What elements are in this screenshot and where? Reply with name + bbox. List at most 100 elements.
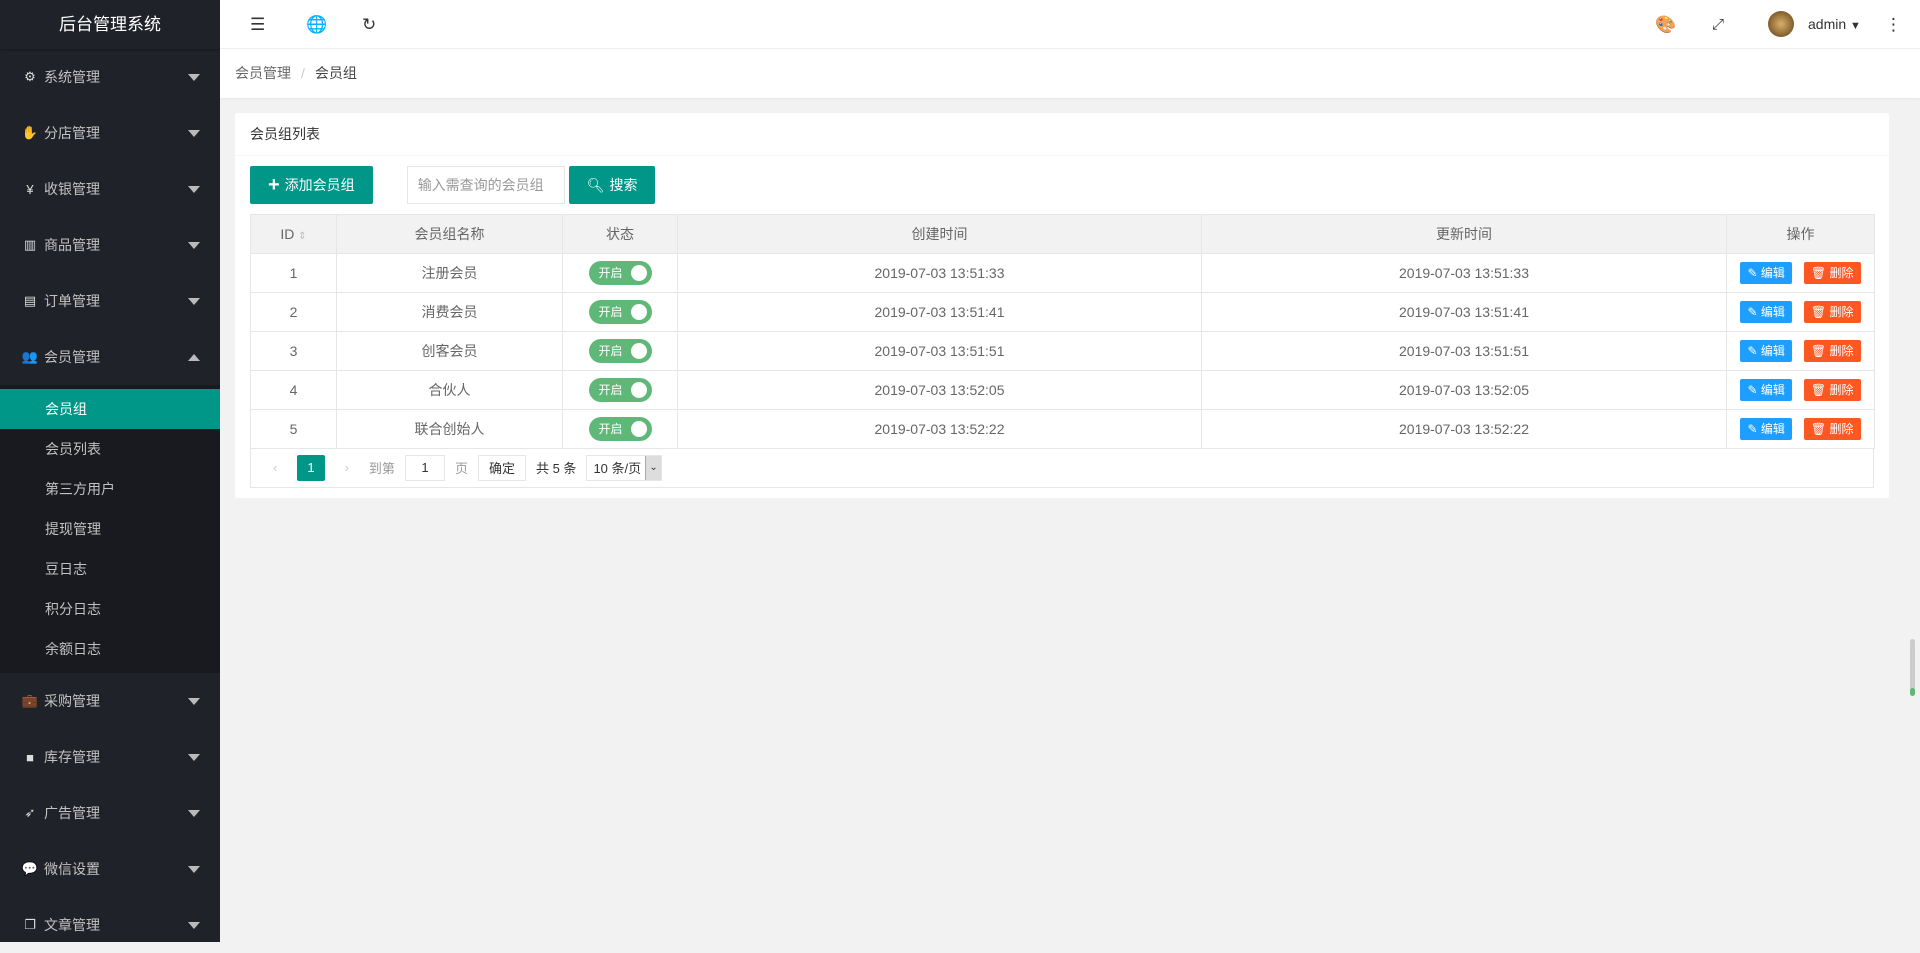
cell-created: 2019-07-03 13:51:33: [677, 253, 1202, 293]
more-icon[interactable]: ⋮: [1885, 15, 1902, 34]
edit-button[interactable]: ✎ 编辑: [1740, 418, 1792, 440]
caret-down-icon: [188, 241, 200, 249]
delete-button[interactable]: 🗑︎ 删除: [1803, 340, 1861, 362]
cell-name: 联合创始人: [336, 409, 563, 449]
goto-label: 到第: [368, 461, 395, 476]
submenu-item-4[interactable]: 豆日志: [45, 561, 87, 577]
sidebar-item-3[interactable]: 💬 微信设置: [0, 841, 220, 897]
pencil-icon: ✎: [1747, 383, 1758, 397]
sort-icon[interactable]: ⇕: [298, 231, 307, 242]
submenu-item-6[interactable]: 余额日志: [45, 641, 101, 657]
submenu-item-3[interactable]: 提现管理: [45, 521, 101, 537]
column-header-name: 会员组名称: [336, 214, 563, 254]
sidebar-item-5[interactable]: 👥 会员管理: [0, 329, 220, 385]
delete-button[interactable]: 🗑︎ 删除: [1803, 379, 1861, 401]
sidebar-item-1[interactable]: ✋ 分店管理: [0, 105, 220, 161]
next-page-icon[interactable]: ›: [344, 459, 349, 475]
copy-icon: ❐: [24, 917, 36, 932]
search-button[interactable]: 🔍︎ 搜索: [568, 166, 656, 204]
collapse-menu-icon[interactable]: ☰: [250, 15, 266, 34]
page-unit: 页: [454, 461, 468, 476]
edit-button[interactable]: ✎ 编辑: [1740, 379, 1792, 401]
yen-icon: ¥: [26, 181, 34, 197]
user-menu[interactable]: admin ▼: [1808, 0, 1861, 49]
cell-name: 合伙人: [336, 370, 563, 410]
bar-chart-icon: ▥: [23, 237, 37, 252]
caret-down-icon: [188, 697, 200, 705]
sidebar-item-2[interactable]: ➶ 广告管理: [0, 785, 220, 841]
table-row: 3 创客会员 开启 2019-07-03 13:51:51 2019-07-03…: [250, 331, 1875, 371]
cell-id: 3: [250, 331, 337, 371]
scrollbar[interactable]: [1910, 639, 1915, 696]
edit-button[interactable]: ✎ 编辑: [1740, 301, 1792, 323]
card-title: 会员组列表: [235, 113, 1889, 156]
globe-icon[interactable]: 🌐: [306, 15, 328, 34]
breadcrumb-current: 会员组: [314, 65, 357, 81]
member-group-table: ID ⇕ 会员组名称 状态 创建时间 更新时间 操作 1 注册会员 开启 201…: [250, 214, 1875, 449]
avatar[interactable]: [1768, 11, 1794, 37]
sidebar-item-4[interactable]: ▤ 订单管理: [0, 273, 220, 329]
cell-created: 2019-07-03 13:52:22: [677, 409, 1202, 449]
sidebar-item-0[interactable]: 💼 采购管理: [0, 673, 220, 729]
users-icon: 👥: [21, 349, 39, 364]
sidebar-item-4[interactable]: ❐ 文章管理: [0, 897, 220, 953]
status-toggle[interactable]: 开启: [588, 300, 652, 324]
prev-page-icon[interactable]: ‹: [273, 459, 278, 475]
cell-id: 2: [250, 292, 337, 332]
delete-button[interactable]: 🗑︎ 删除: [1803, 262, 1861, 284]
goto-page-input[interactable]: [404, 454, 445, 481]
status-toggle[interactable]: 开启: [588, 417, 652, 441]
submenu-item-2[interactable]: 第三方用户: [45, 481, 115, 497]
delete-button[interactable]: 🗑︎ 删除: [1803, 301, 1861, 323]
breadcrumb-parent[interactable]: 会员管理: [235, 65, 291, 81]
goto-confirm-button[interactable]: 确定: [477, 454, 526, 481]
breadcrumb: 会员管理 / 会员组: [220, 49, 1920, 98]
sidebar-item-2[interactable]: ¥ 收银管理: [0, 161, 220, 217]
pencil-icon: ✎: [1747, 266, 1758, 280]
submenu-item-0[interactable]: 会员组: [0, 389, 220, 429]
fullscreen-icon[interactable]: ⤢: [1712, 16, 1725, 33]
submenu-item-5[interactable]: 积分日志: [45, 601, 101, 617]
delete-button[interactable]: 🗑︎ 删除: [1803, 418, 1861, 440]
caret-down-icon: [188, 809, 200, 817]
member-group-card: 会员组列表 +添加会员组 🔍︎搜索 ID ⇕ 会员组名称 状态 创建时间 更新时…: [235, 113, 1889, 498]
trash-icon: 🗑︎: [1810, 305, 1827, 319]
palette-icon[interactable]: 🎨: [1655, 15, 1677, 34]
column-header-status: 状态: [562, 214, 678, 254]
add-member-group-button[interactable]: + 添加会员组: [250, 166, 373, 204]
top-header: ☰ 🌐 ↻ 🎨 ⤢ admin ▼ ⋮: [220, 0, 1920, 49]
total-count: 共 5 条: [535, 461, 577, 476]
caret-down-icon: [188, 185, 200, 193]
sidebar-item-3[interactable]: ▥ 商品管理: [0, 217, 220, 273]
sidebar-item-0[interactable]: ⚙ 系统管理: [0, 49, 220, 105]
cell-created: 2019-07-03 13:51:41: [677, 292, 1202, 332]
chevron-down-icon: ⌄: [645, 455, 662, 480]
calendar-icon: ▤: [23, 293, 37, 308]
caret-down-icon: [188, 73, 200, 81]
submenu-item-1[interactable]: 会员列表: [45, 441, 101, 457]
caret-down-icon: [188, 865, 200, 873]
caret-down-icon: [188, 129, 200, 137]
edit-button[interactable]: ✎ 编辑: [1740, 340, 1792, 362]
column-header-updated: 更新时间: [1201, 214, 1727, 254]
edit-button[interactable]: ✎ 编辑: [1740, 262, 1792, 284]
table-row: 4 合伙人 开启 2019-07-03 13:52:05 2019-07-03 …: [250, 370, 1875, 410]
wechat-icon: 💬: [21, 861, 39, 876]
gear-icon: ⚙: [24, 69, 36, 84]
page-size-select[interactable]: 10 条/页 ⌄: [586, 454, 663, 481]
cell-created: 2019-07-03 13:51:51: [677, 331, 1202, 371]
sidebar: 后台管理系统 ⚙ 系统管理 ✋ 分店管理 ¥ 收银管理 ▥ 商品管理 ▤ 订单管理 👥 会员管理 会员组…: [0, 0, 220, 942]
search-input[interactable]: [406, 166, 565, 204]
status-toggle[interactable]: 开启: [588, 261, 652, 285]
sidebar-item-1[interactable]: ■ 库存管理: [0, 729, 220, 785]
page-1[interactable]: 1: [297, 454, 325, 481]
column-header-created: 创建时间: [677, 214, 1202, 254]
username: admin: [1808, 16, 1847, 32]
column-header-id[interactable]: ID ⇕: [250, 214, 337, 254]
folder-icon: ■: [26, 749, 34, 765]
refresh-icon[interactable]: ↻: [362, 15, 377, 34]
cell-updated: 2019-07-03 13:51:51: [1201, 331, 1727, 371]
app-logo-title: 后台管理系统: [0, 0, 220, 49]
status-toggle[interactable]: 开启: [588, 378, 652, 402]
status-toggle[interactable]: 开启: [588, 339, 652, 363]
